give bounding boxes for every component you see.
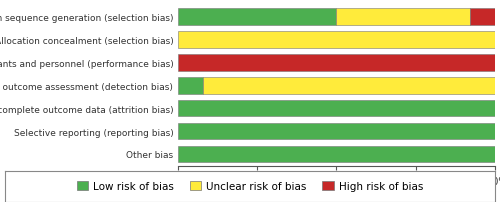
Bar (178, 146, 495, 162)
Bar (178, 123, 495, 140)
Bar (470, 9, 495, 26)
Bar (178, 9, 336, 26)
Bar (203, 78, 495, 94)
Legend: Low risk of bias, Unclear risk of bias, High risk of bias: Low risk of bias, Unclear risk of bias, … (72, 177, 428, 196)
Bar (178, 78, 203, 94)
Bar (178, 100, 495, 117)
Bar (178, 32, 495, 48)
Bar (336, 9, 469, 26)
Bar (178, 55, 495, 71)
